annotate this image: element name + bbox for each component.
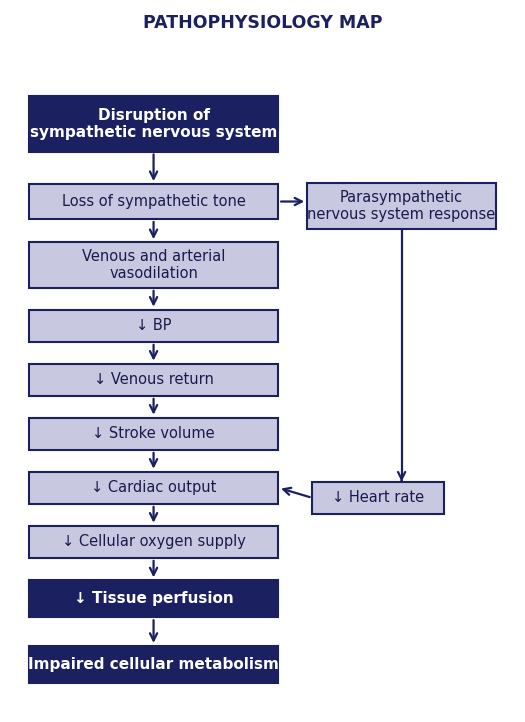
FancyBboxPatch shape xyxy=(312,482,444,514)
Text: ↓ Heart rate: ↓ Heart rate xyxy=(332,490,424,505)
Text: ↓ Tissue perfusion: ↓ Tissue perfusion xyxy=(74,591,234,606)
Text: Loss of sympathetic tone: Loss of sympathetic tone xyxy=(61,194,246,209)
Text: Disruption of
sympathetic nervous system: Disruption of sympathetic nervous system xyxy=(30,108,277,140)
FancyBboxPatch shape xyxy=(29,96,278,152)
FancyBboxPatch shape xyxy=(29,580,278,617)
FancyBboxPatch shape xyxy=(29,645,278,683)
FancyBboxPatch shape xyxy=(29,184,278,219)
FancyBboxPatch shape xyxy=(29,471,278,504)
Text: ↓ Cardiac output: ↓ Cardiac output xyxy=(91,480,216,495)
Text: Impaired cellular metabolism: Impaired cellular metabolism xyxy=(28,657,279,671)
Text: ↓ BP: ↓ BP xyxy=(136,318,171,334)
Text: Parasympathetic
nervous system response: Parasympathetic nervous system response xyxy=(308,190,496,222)
Text: PATHOPHYSIOLOGY MAP: PATHOPHYSIOLOGY MAP xyxy=(143,14,382,32)
FancyBboxPatch shape xyxy=(29,417,278,450)
Text: ↓ Cellular oxygen supply: ↓ Cellular oxygen supply xyxy=(61,534,246,549)
Text: ↓ Stroke volume: ↓ Stroke volume xyxy=(92,426,215,441)
Text: ↓ Venous return: ↓ Venous return xyxy=(93,373,214,387)
FancyBboxPatch shape xyxy=(29,364,278,396)
FancyBboxPatch shape xyxy=(29,242,278,288)
Text: Venous and arterial
vasodilation: Venous and arterial vasodilation xyxy=(82,249,225,281)
FancyBboxPatch shape xyxy=(29,310,278,342)
FancyBboxPatch shape xyxy=(29,526,278,558)
FancyBboxPatch shape xyxy=(307,183,496,229)
